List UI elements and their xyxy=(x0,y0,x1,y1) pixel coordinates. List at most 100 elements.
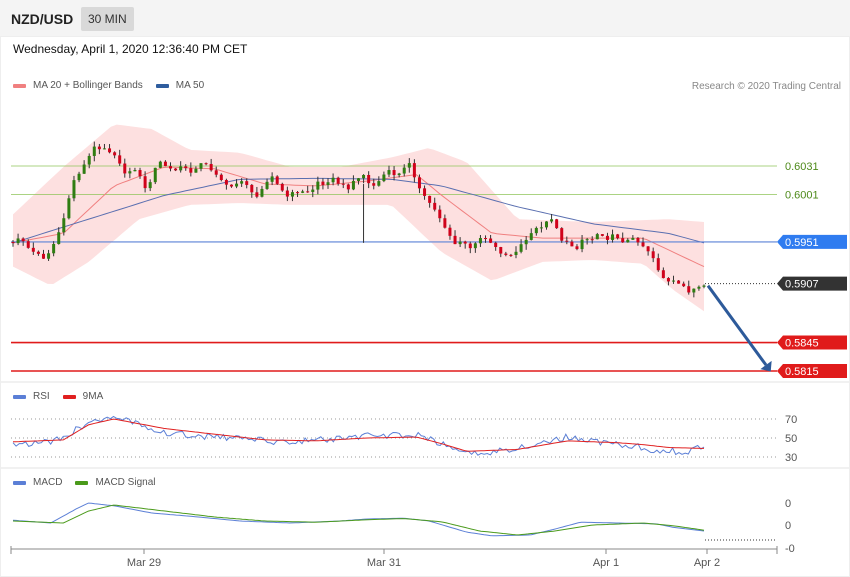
candle-body xyxy=(296,192,300,194)
time-tick-label: Apr 1 xyxy=(593,557,619,569)
candle-body xyxy=(321,181,325,186)
candle-body xyxy=(346,184,350,190)
candle-body xyxy=(275,176,279,184)
macd-tick-label: -0 xyxy=(785,543,795,555)
timeframe-button[interactable]: 30 MIN xyxy=(81,7,134,31)
candle-body xyxy=(67,198,71,219)
candle-body xyxy=(524,239,528,245)
time-tick-label: Mar 31 xyxy=(367,557,401,569)
candle-body xyxy=(489,238,493,243)
candle-body xyxy=(351,180,355,190)
candle-body xyxy=(595,234,599,240)
macd-line xyxy=(12,502,705,537)
candle-body xyxy=(163,161,167,167)
candle-body xyxy=(245,181,249,185)
legend-macd-signal-label: MACD Signal xyxy=(95,477,156,488)
bollinger-band xyxy=(13,124,704,312)
candle-body xyxy=(651,251,655,259)
candle-body xyxy=(194,168,198,173)
candle-body xyxy=(41,253,45,259)
candle-body xyxy=(529,233,533,240)
candle-body xyxy=(438,209,442,219)
candle-body xyxy=(514,251,518,255)
resistance-label: 0.6001 xyxy=(785,189,819,201)
pivot-label: 0.5951 xyxy=(785,237,819,249)
candle-body xyxy=(565,240,569,242)
candle-body xyxy=(87,155,91,165)
candle-body xyxy=(494,242,498,248)
candle-body xyxy=(235,183,239,187)
candle-body xyxy=(666,278,670,282)
candle-body xyxy=(306,191,310,193)
candle-body xyxy=(631,237,635,240)
time-tick-label: Apr 2 xyxy=(694,557,720,569)
candle-body xyxy=(458,241,462,245)
candle-body xyxy=(499,247,503,254)
candle-body xyxy=(57,232,61,245)
candle-body xyxy=(118,155,122,164)
candle-body xyxy=(336,177,340,184)
candle-body xyxy=(661,270,665,279)
candle-body xyxy=(77,173,81,181)
candle-body xyxy=(301,191,305,193)
candle-body xyxy=(229,184,233,187)
candle-body xyxy=(468,243,472,249)
candle-body xyxy=(199,163,203,169)
candle-body xyxy=(158,161,162,168)
last-price-tag xyxy=(777,276,847,291)
candle-body xyxy=(402,167,406,174)
rsi-tick-label: 50 xyxy=(785,433,797,445)
candle-body xyxy=(641,242,645,247)
candle-body xyxy=(646,246,650,252)
candle-body xyxy=(204,163,208,165)
candle-body xyxy=(417,177,421,189)
candle-body xyxy=(97,146,101,150)
candle-body xyxy=(539,227,543,229)
candle-body xyxy=(128,171,132,174)
candle-body xyxy=(26,241,30,248)
candle-body xyxy=(148,182,152,189)
macd-tick-label: 0 xyxy=(785,498,791,510)
candle-body xyxy=(626,239,630,243)
candle-body xyxy=(153,167,157,183)
ma50-swatch xyxy=(155,83,169,88)
candle-body xyxy=(478,238,482,244)
candle-body xyxy=(590,239,594,241)
candle-body xyxy=(555,219,559,229)
candle-body xyxy=(560,228,564,241)
candle-body xyxy=(357,178,360,181)
candle-body xyxy=(214,170,218,175)
candle-body xyxy=(102,148,106,150)
candle-body xyxy=(108,148,112,153)
candle-body xyxy=(174,168,178,171)
macd-signal-line xyxy=(12,504,705,536)
candles xyxy=(11,141,706,298)
target-label: 0.5815 xyxy=(785,366,819,378)
candle-body xyxy=(326,182,330,186)
candle-body xyxy=(656,258,660,271)
candle-body xyxy=(672,280,676,282)
candle-body xyxy=(184,166,188,169)
macd-signal-swatch xyxy=(75,480,89,485)
candle-body xyxy=(82,164,86,174)
candle-body xyxy=(290,192,294,197)
rsi-ma-swatch xyxy=(62,394,76,399)
candle-body xyxy=(605,235,609,240)
candle-body xyxy=(179,166,183,171)
forecast-arrowhead xyxy=(760,360,772,372)
candle-body xyxy=(484,238,488,240)
candle-body xyxy=(534,227,538,234)
candle-body xyxy=(133,170,137,172)
candle-body xyxy=(692,288,696,293)
candle-body xyxy=(407,163,411,168)
candle-body xyxy=(682,283,686,287)
candle-body xyxy=(677,280,681,284)
candle-body xyxy=(72,180,76,199)
candle-body xyxy=(453,235,457,245)
candle-body xyxy=(367,174,371,184)
candle-body xyxy=(280,183,284,191)
candle-body xyxy=(621,238,625,243)
target-tag xyxy=(777,364,847,378)
candle-body xyxy=(31,247,35,252)
